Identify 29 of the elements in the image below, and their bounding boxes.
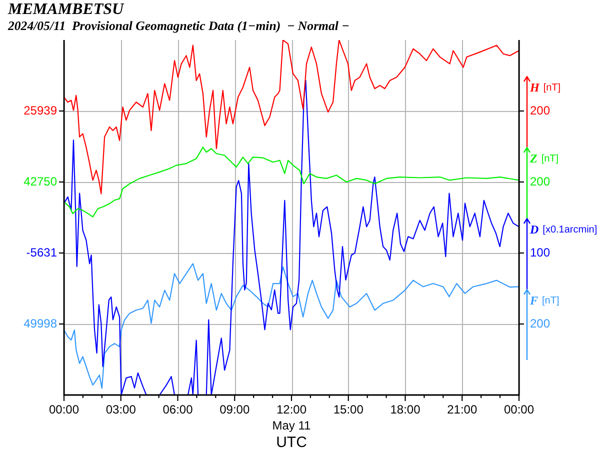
text: 42750 [24,174,58,188]
x-tick-label: 21:00 [447,402,478,416]
x-tick-label: 06:00 [162,402,194,416]
x-tick-label: 00:00 [48,402,80,416]
x-tick-label: 00:00 [504,402,534,416]
text: 200 [530,174,550,188]
x-tick-label: 15:00 [333,402,364,416]
text: 200 [530,103,550,118]
text: 200 [530,316,550,330]
x-tick-label: 09:00 [220,402,250,416]
legend-label: D [529,222,539,237]
text: 100 [530,245,550,260]
x-axis-title: UTC [276,434,308,451]
x-tick-label: 03:00 [106,402,136,416]
text: -5631 [26,245,58,260]
x-tick-label: 18:00 [390,402,421,416]
text: May 11 [272,418,312,432]
chart-subtitle: 2024/05/11 Provisional Geomagnetic Data (1−min) − Normal − [8,19,350,34]
legend-label: F [529,294,538,308]
chart-title: MEMAMBETSU [8,1,124,20]
text: 49998 [24,316,58,330]
text: 25939 [24,103,58,118]
text: [nT] [542,295,560,306]
legend-label: Z [529,152,538,166]
text: [x0.1arcmin] [542,224,598,236]
legend-label: H [529,80,540,95]
text: [nT] [541,153,559,164]
text: [nT] [543,82,561,94]
x-tick-label: 12:00 [276,402,307,416]
